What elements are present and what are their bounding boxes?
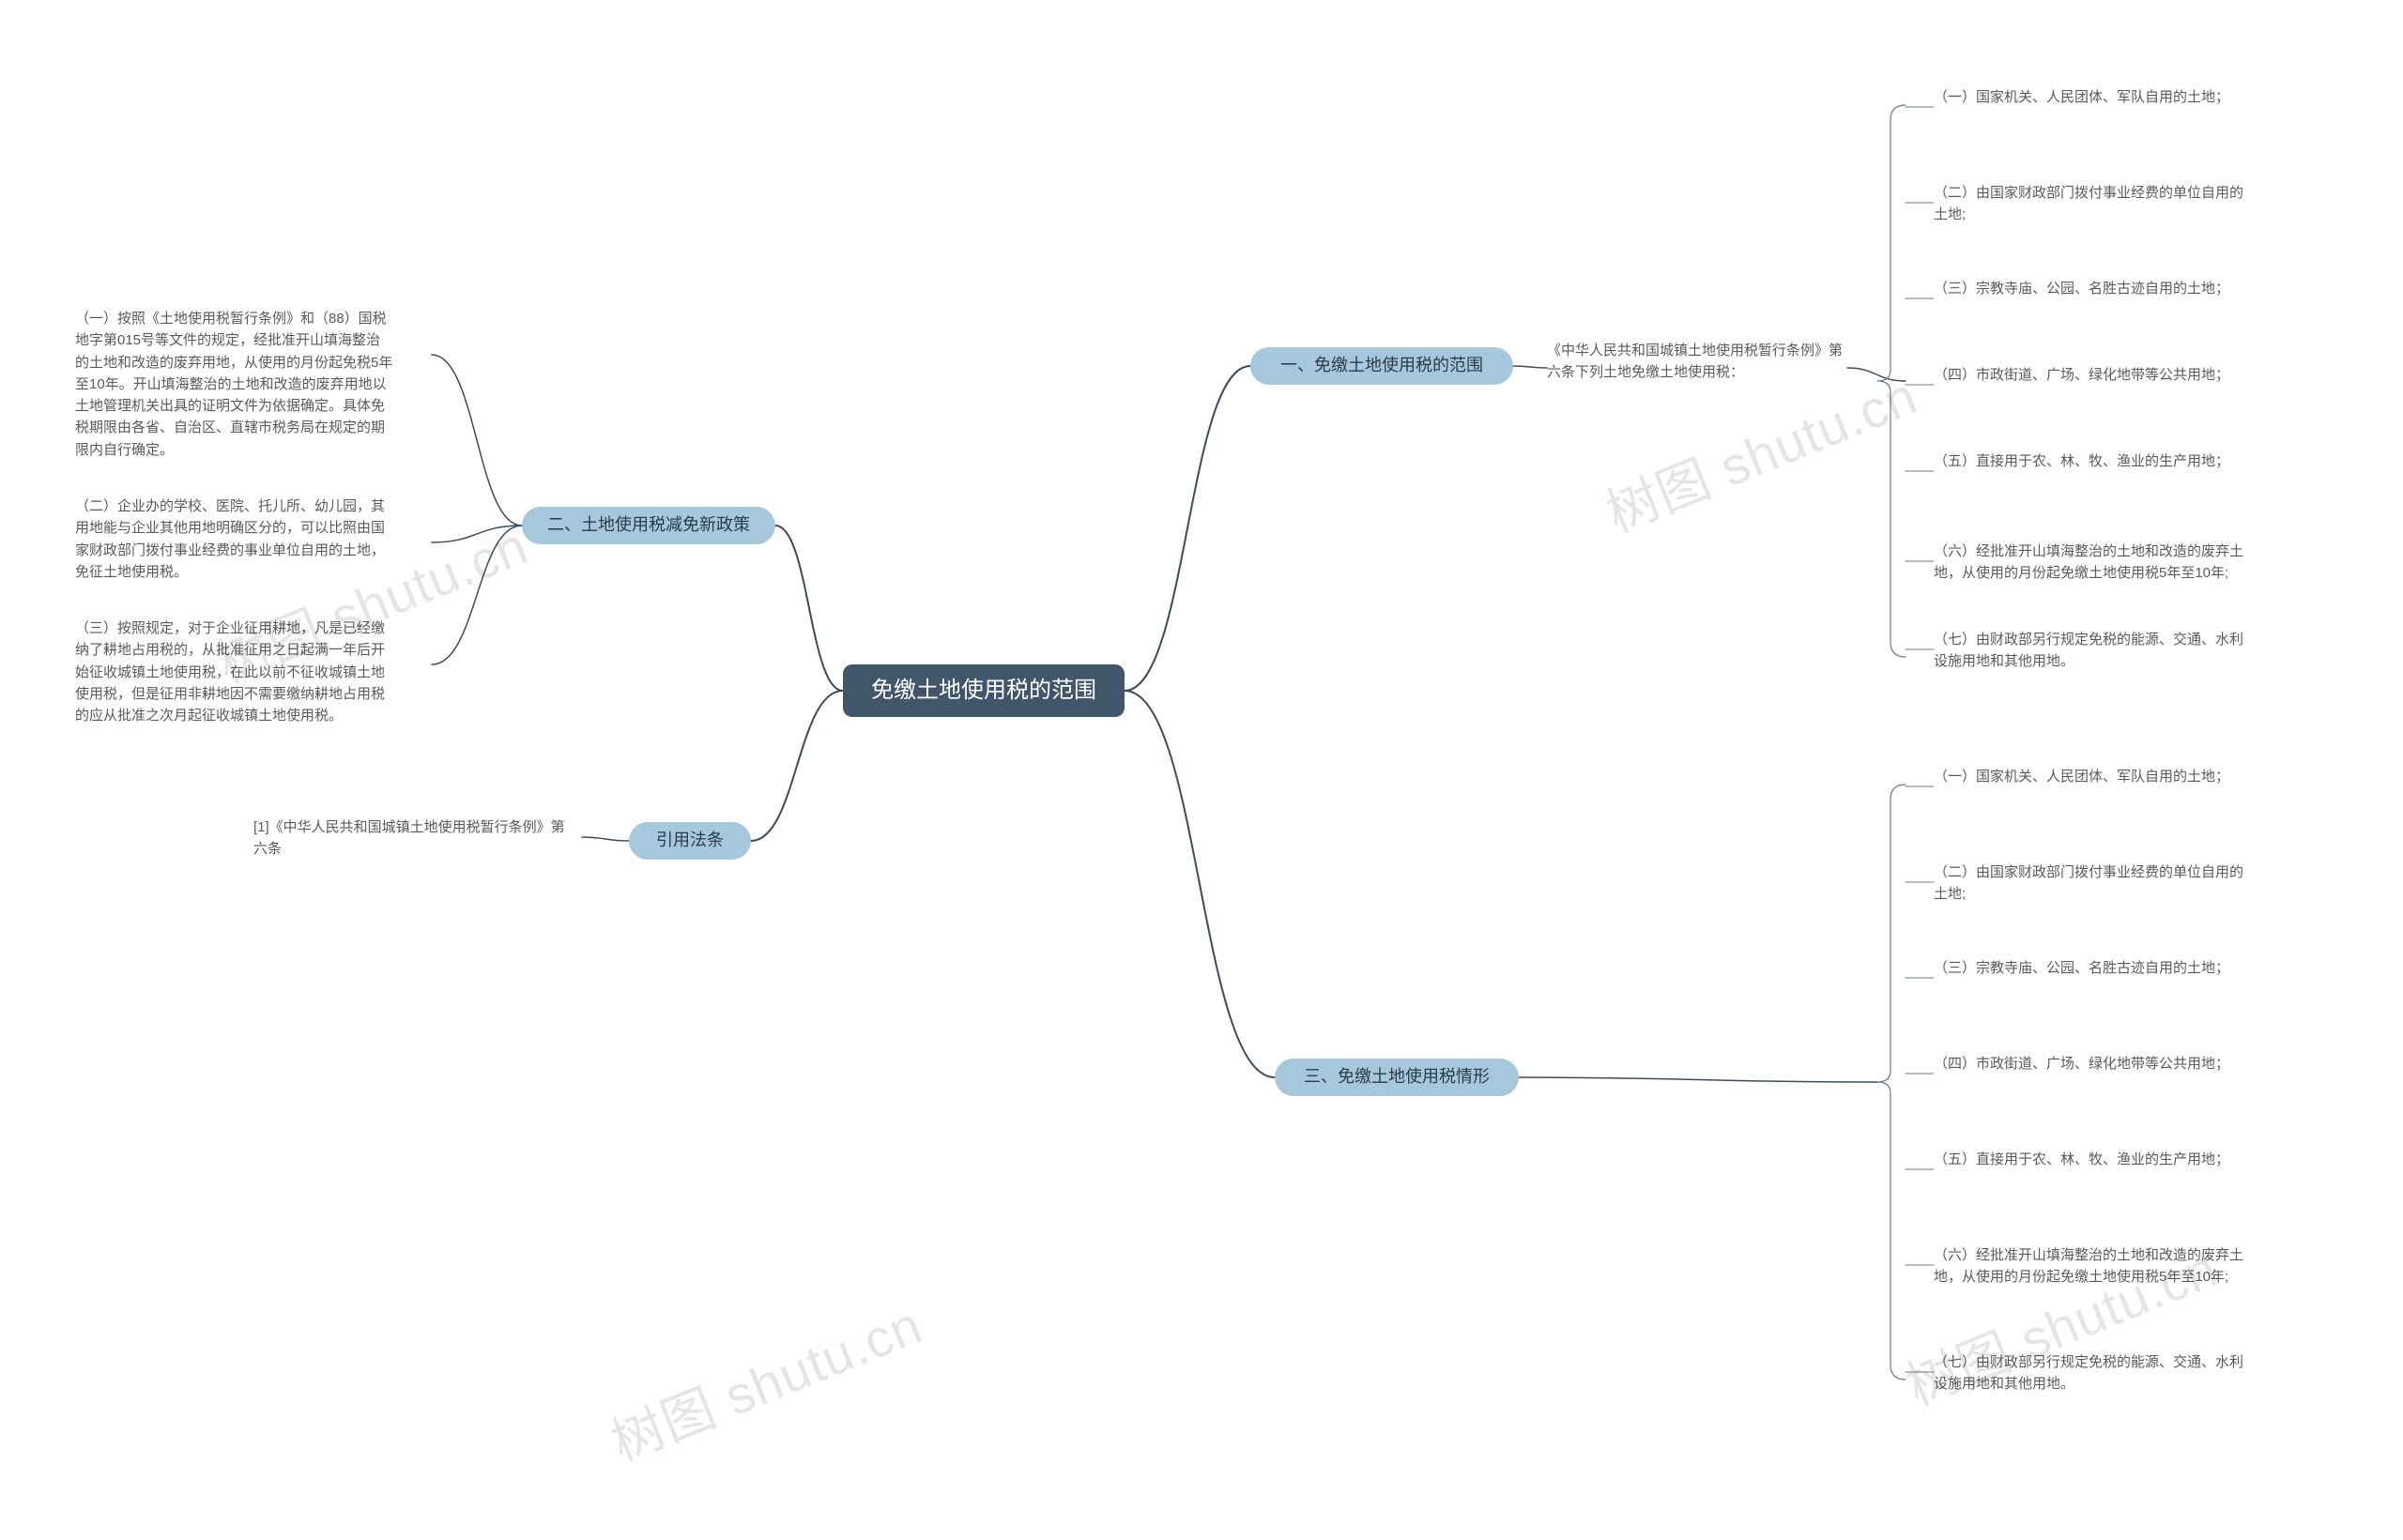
leaf-b1-6: （七）由财政部另行规定免税的能源、交通、水利设施用地和其他用地。 xyxy=(1934,629,2253,673)
leaf-b1-4: （五）直接用于农、林、牧、渔业的生产用地； xyxy=(1934,450,2243,472)
watermark: 树图 shutu.cn xyxy=(599,1283,932,1476)
leaf-b1-1: （二）由国家财政部门拨付事业经费的单位自用的土地; xyxy=(1934,182,2243,226)
leaf-b2-0: （一）按照《土地使用税暂行条例》和（88）国税地字第015号等文件的规定，经批准… xyxy=(75,308,394,461)
leaf-b3-3: （四）市政街道、广场、绿化地带等公共用地； xyxy=(1934,1053,2243,1075)
branch-node-4[interactable]: 引用法条 xyxy=(629,822,751,860)
leaf-b2-1: （二）企业办的学校、医院、托儿所、幼儿园，其用地能与企业其他用地明确区分的，可以… xyxy=(75,496,394,583)
leaf-b1-5: （六）经批准开山填海整治的土地和改造的废弃土地，从使用的月份起免缴土地使用税5年… xyxy=(1934,541,2253,585)
leaf-b1-0: （一）国家机关、人民团体、军队自用的土地； xyxy=(1934,86,2243,108)
leaf-b1-3: （四）市政街道、广场、绿化地带等公共用地； xyxy=(1934,364,2243,386)
leaf-b3-0: （一）国家机关、人民团体、军队自用的土地； xyxy=(1934,766,2243,787)
branch-1-mid: 《中华人民共和国城镇土地使用税暂行条例》第六条下列土地免缴土地使用税： xyxy=(1547,340,1847,384)
leaf-b3-6: （七）由财政部另行规定免税的能源、交通、水利设施用地和其他用地。 xyxy=(1934,1351,2253,1395)
branch-node-2[interactable]: 二、土地使用税减免新政策 xyxy=(522,507,775,544)
mindmap-canvas: 免缴土地使用税的范围 一、免缴土地使用税的范围 《中华人民共和国城镇土地使用税暂… xyxy=(0,0,2403,1540)
leaf-b3-2: （三）宗教寺庙、公园、名胜古迹自用的土地； xyxy=(1934,957,2243,979)
root-node[interactable]: 免缴土地使用税的范围 xyxy=(843,664,1125,717)
leaf-b3-4: （五）直接用于农、林、牧、渔业的生产用地； xyxy=(1934,1149,2243,1170)
leaf-b3-5: （六）经批准开山填海整治的土地和改造的废弃土地，从使用的月份起免缴土地使用税5年… xyxy=(1934,1244,2253,1288)
leaf-b2-2: （三）按照规定，对于企业征用耕地，凡是已经缴纳了耕地占用税的，从批准征用之日起满… xyxy=(75,618,394,726)
branch-node-1[interactable]: 一、免缴土地使用税的范围 xyxy=(1250,347,1513,385)
leaf-b1-2: （三）宗教寺庙、公园、名胜古迹自用的土地； xyxy=(1934,278,2243,299)
branch-node-3[interactable]: 三、免缴土地使用税情形 xyxy=(1275,1059,1519,1096)
leaf-b3-1: （二）由国家财政部门拨付事业经费的单位自用的土地; xyxy=(1934,861,2243,906)
leaf-b4-0: [1]《中华人民共和国城镇土地使用税暂行条例》第六条 xyxy=(253,816,573,861)
